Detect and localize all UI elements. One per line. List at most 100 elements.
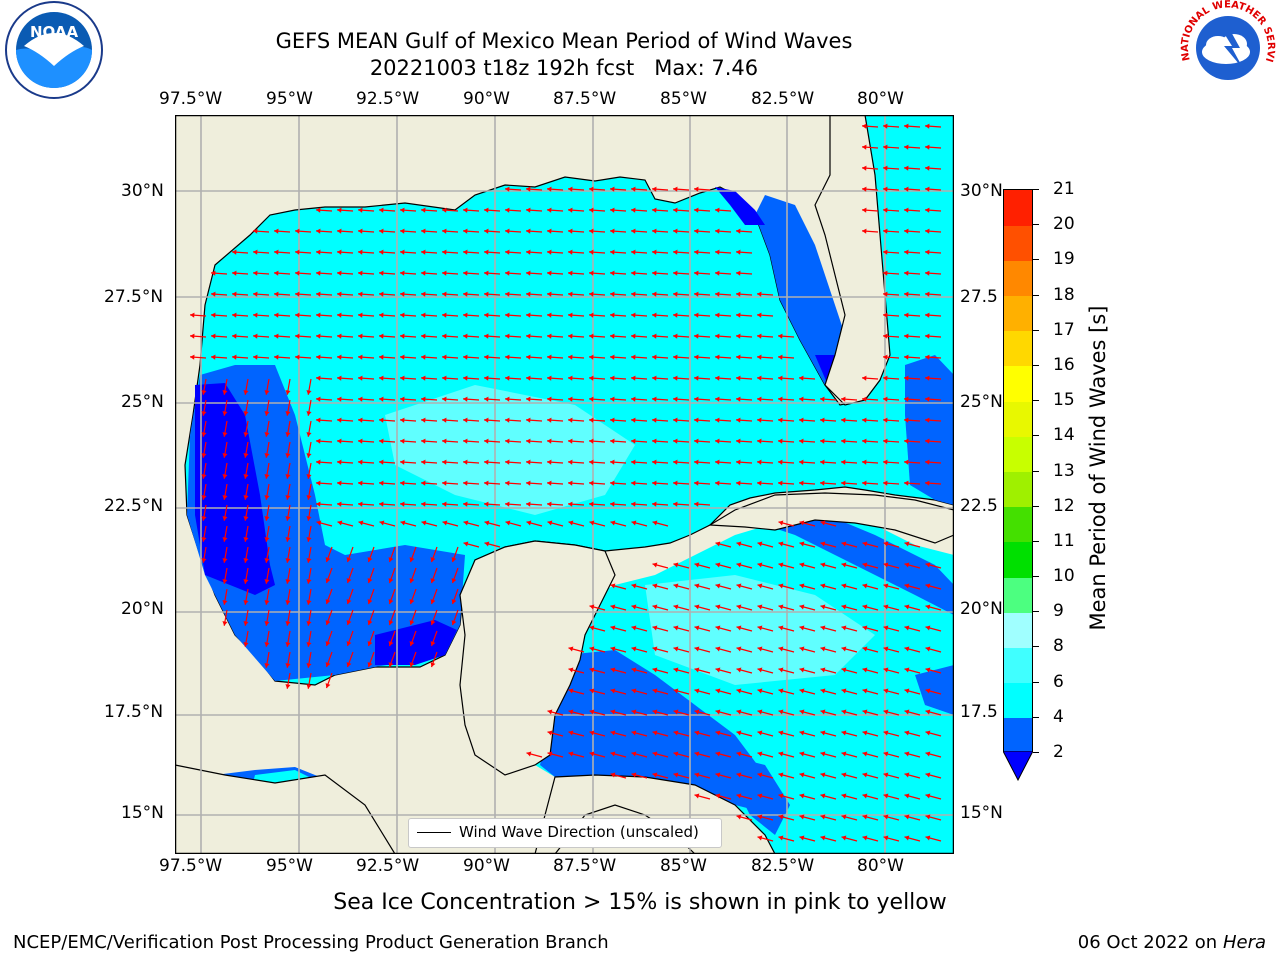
wind-wave-arrowhead — [346, 599, 352, 605]
wind-wave-arrowhead — [222, 558, 228, 563]
wind-wave-arrowhead — [610, 333, 615, 339]
wind-wave-arrowhead — [589, 417, 594, 423]
wind-wave-arrowhead — [232, 354, 237, 360]
wind-wave-arrowhead — [694, 396, 699, 402]
wind-wave-arrowhead — [421, 291, 426, 297]
wind-wave-arrowhead — [862, 123, 867, 129]
wind-wave-arrowhead — [841, 459, 846, 465]
wind-wave-arrowhead — [222, 495, 228, 500]
wind-wave-arrowhead — [264, 537, 270, 542]
wind-wave-arrowhead — [264, 390, 270, 395]
wind-wave-arrowhead — [715, 228, 720, 234]
wind-wave-arrowhead — [694, 333, 699, 339]
wind-wave-arrowhead — [862, 417, 867, 423]
wind-wave-arrowhead — [274, 354, 279, 360]
wind-wave-arrowhead — [306, 684, 312, 689]
lat-tick-left: 30°N — [121, 181, 164, 201]
wind-wave-arrowhead — [652, 520, 658, 526]
wind-wave-arrowhead — [421, 228, 426, 234]
wind-wave-arrowhead — [358, 312, 363, 318]
wind-wave-arrowhead — [337, 333, 342, 339]
wind-wave-arrowhead — [925, 417, 930, 423]
wind-wave-arrowhead — [652, 375, 657, 381]
wind-wave-arrowhead — [358, 207, 363, 213]
wind-wave-arrowhead — [673, 730, 679, 736]
wind-wave-arrowhead — [925, 667, 931, 673]
wind-wave-arrowhead — [715, 438, 720, 444]
wind-wave-arrowhead — [799, 814, 805, 820]
wind-wave-arrowhead — [904, 123, 909, 129]
wind-wave-arrowhead — [820, 583, 826, 589]
wind-wave-arrowhead — [799, 459, 804, 465]
colorbar-label: Mean Period of Wind Waves [s] — [1086, 305, 1110, 631]
wind-wave-arrowhead — [222, 516, 228, 521]
wind-wave-arrowhead — [925, 730, 931, 736]
wind-wave-arrowhead — [451, 557, 457, 563]
wind-wave-arrowhead — [243, 474, 249, 479]
lon-tick-bottom: 97.5°W — [159, 856, 223, 876]
wind-wave-arrowhead — [337, 480, 342, 486]
wind-wave-arrowhead — [243, 579, 249, 584]
wind-wave-arrowhead — [484, 501, 489, 507]
wind-wave-arrowhead — [694, 354, 699, 360]
wind-wave-arrowhead — [484, 270, 489, 276]
wind-wave-arrowhead — [337, 249, 342, 255]
wind-wave-arrowhead — [358, 333, 363, 339]
wind-wave-arrowhead — [316, 375, 321, 381]
wind-wave-arrowhead — [694, 438, 699, 444]
wind-wave-arrowhead — [316, 396, 321, 402]
wind-wave-arrowhead — [430, 578, 436, 584]
wind-wave-arrowhead — [757, 688, 763, 694]
wind-wave-arrowhead — [547, 270, 552, 276]
wind-wave-arrowhead — [631, 375, 636, 381]
wind-wave-arrowhead — [346, 662, 352, 668]
wind-wave-arrowhead — [757, 751, 763, 757]
wind-wave-arrowhead — [400, 291, 405, 297]
wind-wave-arrowhead — [589, 667, 595, 673]
wind-wave-arrowhead — [799, 646, 805, 652]
wind-wave-arrowhead — [757, 793, 763, 799]
wind-wave-arrowhead — [201, 474, 207, 479]
wind-wave-arrowhead — [285, 495, 291, 500]
wind-wave-arrowhead — [610, 459, 615, 465]
wind-wave-arrowhead — [757, 709, 763, 715]
wind-wave-arrowhead — [589, 480, 594, 486]
wind-wave-arrowhead — [232, 333, 237, 339]
wind-wave-arrowhead — [673, 228, 678, 234]
colorbar-segment — [1004, 401, 1032, 437]
wind-wave-arrowhead — [568, 730, 574, 736]
sea-ice-note: Sea Ice Concentration > 15% is shown in … — [333, 890, 947, 915]
wind-wave-arrowhead — [757, 730, 763, 736]
wind-wave-arrowhead — [883, 541, 889, 547]
wind-wave-arrowhead — [799, 480, 804, 486]
wind-wave-arrowhead — [778, 417, 783, 423]
wind-wave-arrowhead — [778, 793, 784, 799]
wind-wave-arrowhead — [306, 453, 312, 458]
wind-wave-arrowhead — [715, 417, 720, 423]
wind-wave-arrowhead — [694, 604, 700, 610]
wind-wave-arrowhead — [505, 417, 510, 423]
wind-wave-arrowhead — [526, 501, 531, 507]
wind-wave-arrowhead — [904, 291, 909, 297]
wind-wave-arrowhead — [295, 228, 300, 234]
wind-wave-arrowhead — [484, 333, 489, 339]
wind-wave-arrowhead — [778, 604, 784, 610]
wind-wave-arrowhead — [799, 396, 804, 402]
wind-wave-arrowhead — [316, 228, 321, 234]
wind-wave-arrowhead — [306, 579, 312, 584]
wind-wave-arrowhead — [904, 228, 909, 234]
wind-wave-arrowhead — [631, 583, 637, 589]
wind-wave-arrowhead — [631, 709, 637, 715]
wind-wave-arrowhead — [736, 228, 741, 234]
colorbar-tick-mark — [1033, 611, 1039, 613]
wind-wave-arrowhead — [925, 333, 930, 339]
wind-wave-arrowhead — [904, 249, 909, 255]
wind-wave-arrowhead — [190, 312, 195, 318]
wind-wave-arrowhead — [883, 667, 889, 673]
wind-wave-arrowhead — [841, 793, 847, 799]
wind-wave-arrowhead — [526, 228, 531, 234]
wind-wave-arrowhead — [589, 751, 595, 757]
colorbar-extend-arrow — [1003, 751, 1033, 781]
wind-wave-arrowhead — [925, 249, 930, 255]
wind-wave-arrowhead — [316, 501, 321, 507]
